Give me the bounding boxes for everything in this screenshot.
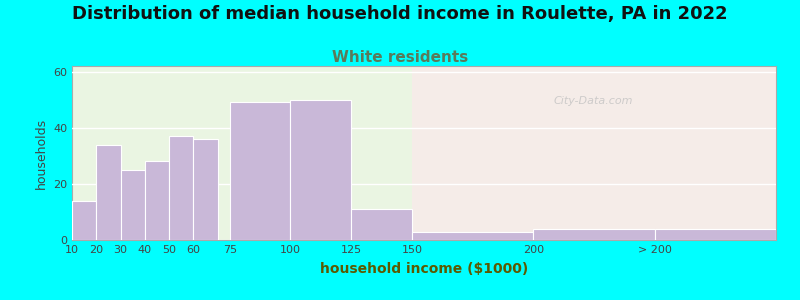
- Bar: [121, 170, 145, 240]
- Bar: [412, 66, 776, 240]
- Bar: [169, 136, 194, 240]
- Text: Distribution of median household income in Roulette, PA in 2022: Distribution of median household income …: [72, 4, 728, 22]
- Bar: [412, 232, 534, 240]
- Bar: [194, 139, 218, 240]
- Bar: [96, 145, 121, 240]
- Bar: [145, 161, 169, 240]
- Bar: [290, 100, 351, 240]
- Text: White residents: White residents: [332, 50, 468, 64]
- Bar: [534, 229, 654, 240]
- Bar: [72, 201, 96, 240]
- Bar: [230, 103, 290, 240]
- Y-axis label: households: households: [34, 117, 47, 189]
- Bar: [72, 66, 412, 240]
- Bar: [351, 209, 412, 240]
- Text: City-Data.com: City-Data.com: [554, 96, 633, 106]
- Bar: [654, 229, 776, 240]
- X-axis label: household income ($1000): household income ($1000): [320, 262, 528, 276]
